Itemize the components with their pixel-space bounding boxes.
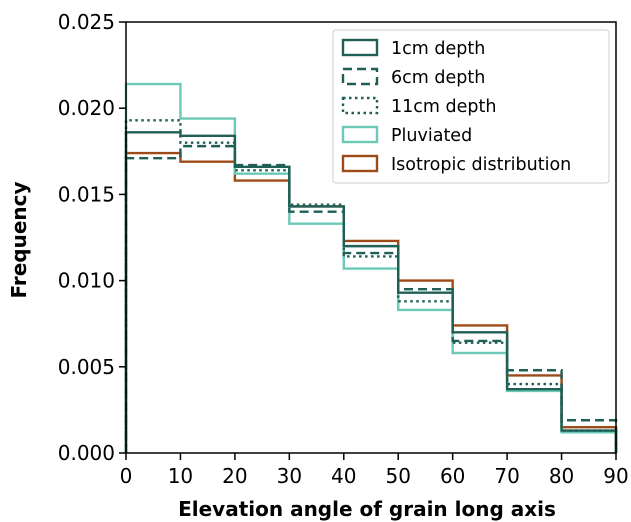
legend-label: 11cm depth [391,97,496,117]
bars-layer [124,82,618,453]
legend-label: 6cm depth [391,68,485,88]
x-tick-label: 20 [222,464,247,488]
y-tick-label: 0.015 [58,182,115,206]
legend-swatch [341,154,379,173]
x-tick-label: 60 [440,464,465,488]
x-tick-label: 0 [120,464,133,488]
legend-swatch [341,96,379,115]
legend: 1cm depth 6cm depth 11cm depth Pluviated Iso… [332,29,610,184]
x-tick-label: 10 [168,464,193,488]
x-tick-label: 40 [331,464,356,488]
histogram-series-3 [124,82,618,453]
legend-swatch [341,67,379,86]
x-tick-label: 50 [385,464,410,488]
x-tick-label: 80 [549,464,574,488]
y-tick-label: 0.000 [58,441,115,465]
y-axis-title: Frequency [7,181,31,298]
histogram-series-4 [124,151,618,453]
legend-label: Isotropic distribution [391,155,571,175]
y-tick-label: 0.010 [58,269,115,293]
x-axis-title: Elevation angle of grain long axis [178,497,556,521]
legend-swatch [341,38,379,57]
y-tick-label: 0.005 [58,355,115,379]
legend-swatch [341,125,379,144]
legend-label: 1cm depth [391,39,485,59]
histogram-series-0 [124,131,618,453]
x-tick-label: 70 [494,464,519,488]
legend-box [332,29,610,184]
axes-layer: 0 10 20 30 40 50 60 70 80 90 0.000 0.005 0.010 0.015 0… [58,10,629,488]
histogram-series-1 [124,144,618,453]
x-tick-label: 30 [277,464,302,488]
plot-frame [125,21,617,454]
y-tick-label: 0.020 [58,96,115,120]
y-tick-label: 0.025 [58,10,115,34]
x-tick-label: 90 [603,464,628,488]
legend-label: Pluviated [391,126,472,146]
